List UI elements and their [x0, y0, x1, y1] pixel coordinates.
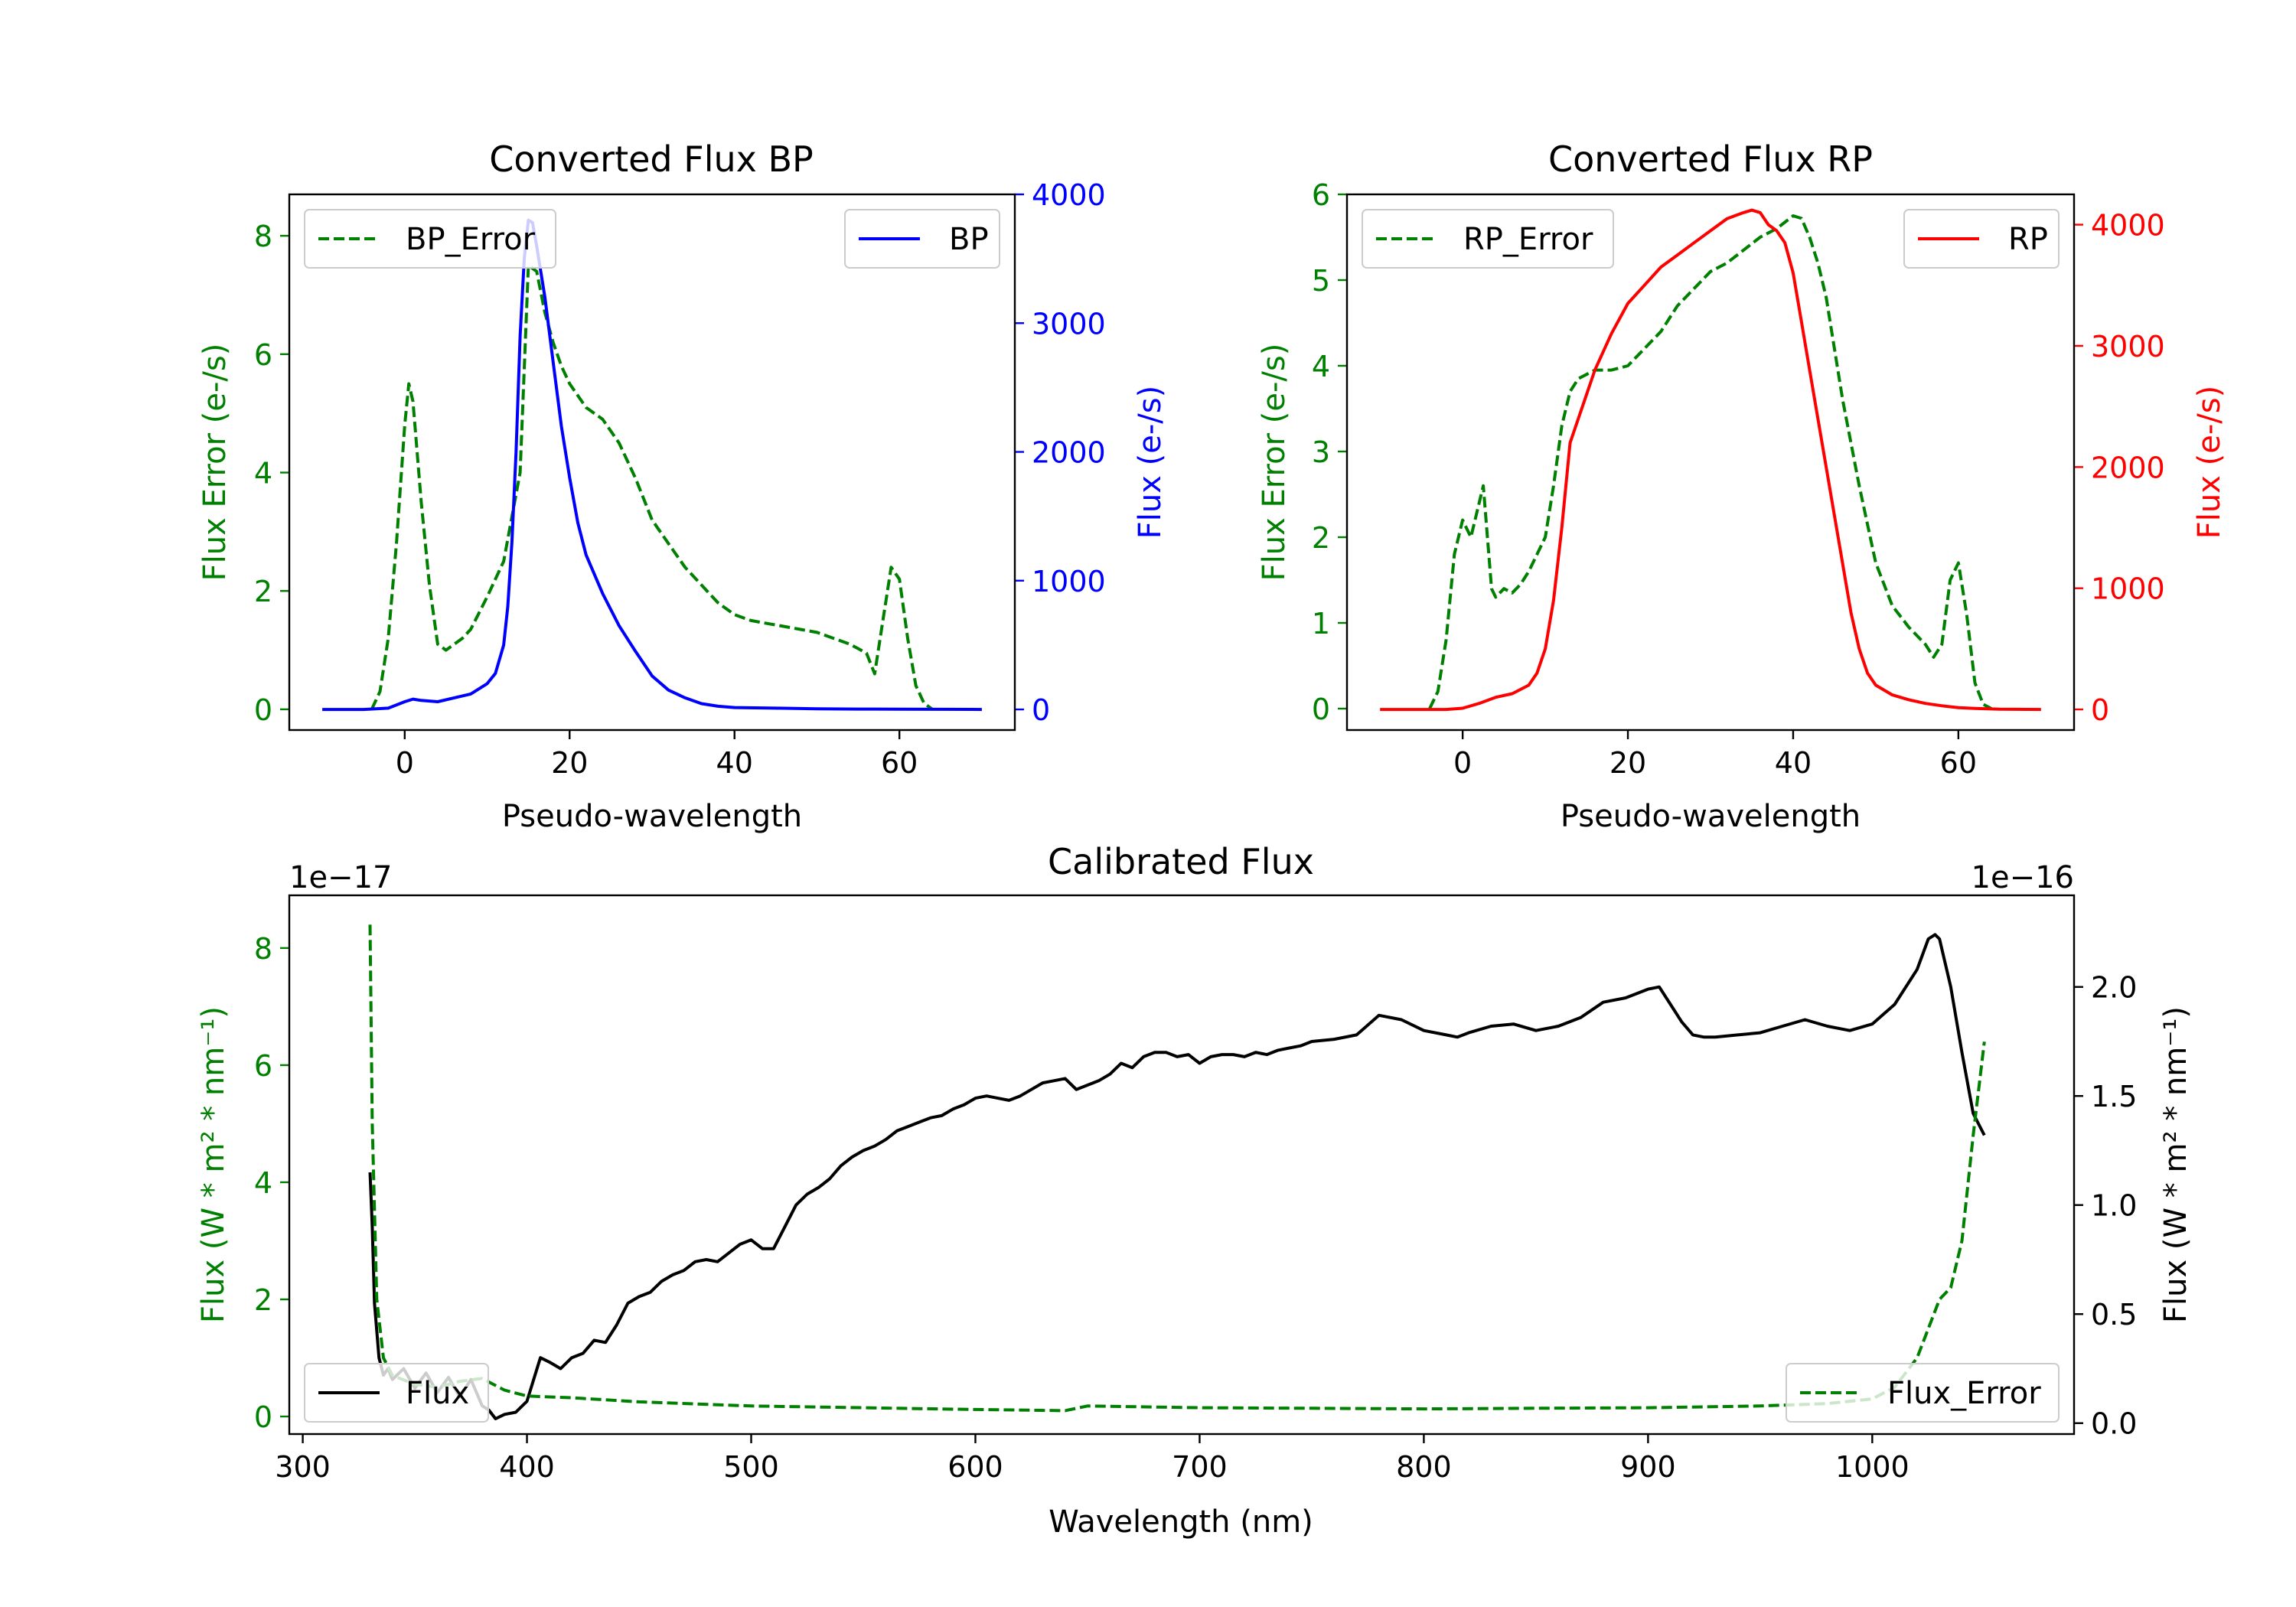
panel-calibrated-legend-left: Flux [304, 1363, 489, 1423]
legend-label-bp: BP [949, 222, 989, 257]
x-tick-label: 20 [1609, 746, 1646, 780]
series-line-rp-error [1428, 214, 1992, 710]
y-left-tick-label: 0 [254, 693, 272, 727]
y-left-tick-label: 6 [254, 338, 272, 372]
y-left-tick-label: 1 [1312, 607, 1330, 641]
legend-box [1362, 209, 1614, 269]
panel-bp-frame [288, 193, 1016, 732]
panel-calibrated-offset-left: 1e−17 [289, 860, 392, 895]
y-left-tick-label: 6 [254, 1049, 272, 1083]
y-right-tick-label: 4000 [2091, 209, 2165, 243]
panel-rp-frame [1345, 193, 2076, 732]
y-left-tick-label: 6 [1312, 178, 1330, 212]
y-right-tick-label: 3000 [2091, 330, 2165, 363]
panel-rp-legend-right: RP [1903, 209, 2060, 269]
panel-rp-ylabel-right: Flux (e-/s) [2192, 386, 2227, 539]
panel-bp-xlabel: Pseudo-wavelength [502, 799, 802, 834]
y-left-tick-label: 5 [1312, 264, 1330, 298]
y-left-tick-label: 8 [254, 220, 272, 253]
y-left-tick-label: 0 [1312, 693, 1330, 726]
x-tick-label: 800 [1396, 1450, 1452, 1484]
x-tick-label: 600 [947, 1450, 1003, 1484]
panel-calibrated: Calibrated Flux 1e−17 1e−16 300 400 500 600… [196, 841, 2193, 1540]
series-line-flux [368, 933, 1986, 1420]
y-right-tick-label: 1000 [2091, 572, 2165, 606]
x-tick-label: 0 [396, 746, 414, 780]
panel-rp-ylabel-left: Flux Error (e-/s) [1257, 344, 1292, 582]
y-right-tick-label: 4000 [1032, 178, 1106, 212]
series-line-bp [322, 218, 982, 712]
y-right-tick-label: 3000 [1032, 307, 1106, 341]
panel-bp-legend-left: BP_Error [304, 209, 556, 269]
x-tick-label: 20 [551, 746, 588, 780]
y-left-tick-label: 2 [254, 1283, 272, 1317]
legend-box [1903, 209, 2060, 269]
y-right-tick-label: 0.0 [2091, 1407, 2137, 1441]
y-right-tick-label: 0 [2091, 693, 2109, 727]
panel-rp-legend-left: RP_Error [1362, 209, 1614, 269]
y-right-tick-label: 1000 [1032, 565, 1106, 598]
panel-calibrated-ylabel-left: Flux (W * m² * nm⁻¹) [196, 1006, 231, 1323]
legend-label-rp: RP [2008, 222, 2048, 257]
y-right-tick-label: 2.0 [2091, 971, 2137, 1005]
panel-calibrated-xlabel: Wavelength (nm) [1049, 1504, 1313, 1540]
x-tick-label: 60 [1940, 746, 1977, 780]
legend-box [1786, 1363, 2060, 1423]
series-line-bp-error [370, 263, 934, 711]
x-tick-label: 900 [1620, 1450, 1676, 1484]
x-tick-label: 60 [881, 746, 918, 780]
y-left-tick-label: 4 [254, 1166, 272, 1200]
y-right-tick-label: 1.0 [2091, 1189, 2137, 1223]
panel-calibrated-ylabel-right: Flux (W * m² * nm⁻¹) [2158, 1006, 2193, 1323]
x-tick-label: 40 [1775, 746, 1812, 780]
x-tick-label: 500 [723, 1450, 779, 1484]
series-line-rp [1380, 208, 2041, 712]
panel-bp-title: Converted Flux BP [489, 139, 814, 180]
panel-rp: Converted Flux RP 0 20 40 60012345601000200… [1257, 139, 2227, 834]
y-right-tick-label: 0 [1032, 693, 1050, 727]
legend-label-rp-error: RP_Error [1463, 222, 1593, 257]
legend-label-bp-error: BP_Error [406, 222, 536, 257]
y-left-tick-label: 8 [254, 932, 272, 966]
y-left-tick-label: 2 [1312, 521, 1330, 555]
panel-rp-title: Converted Flux RP [1548, 139, 1873, 180]
y-right-tick-label: 2000 [1032, 436, 1106, 470]
panel-bp-ylabel-left: Flux Error (e-/s) [197, 344, 233, 582]
y-left-tick-label: 4 [1312, 350, 1330, 383]
panel-calibrated-frame [288, 894, 2076, 1436]
legend-label-flux-error: Flux_Error [1887, 1376, 2041, 1411]
y-right-tick-label: 1.5 [2091, 1080, 2137, 1113]
y-left-tick-label: 2 [254, 575, 272, 608]
panel-calibrated-offset-right: 1e−16 [1971, 860, 2074, 895]
x-tick-label: 300 [275, 1450, 331, 1484]
legend-box [844, 209, 1000, 269]
legend-box [304, 209, 556, 269]
panel-bp-ylabel-right: Flux (e-/s) [1133, 386, 1168, 539]
y-left-tick-label: 4 [254, 457, 272, 491]
panel-calibrated-title: Calibrated Flux [1048, 841, 1314, 882]
y-right-tick-label: 0.5 [2091, 1298, 2137, 1332]
x-tick-label: 0 [1453, 746, 1472, 780]
x-tick-label: 1000 [1835, 1450, 1910, 1484]
x-tick-label: 40 [716, 746, 753, 780]
x-tick-label: 400 [499, 1450, 555, 1484]
panel-calibrated-legend-right: Flux_Error [1786, 1363, 2060, 1423]
y-left-tick-label: 3 [1312, 435, 1330, 469]
x-tick-label: 700 [1172, 1450, 1228, 1484]
y-right-tick-label: 2000 [2091, 451, 2165, 484]
panel-bp: Converted Flux BP 0 20 40 60 0 2 4 6 8 0 1000 2000 3… [197, 139, 1168, 834]
panel-bp-legend-right: BP [844, 209, 1000, 269]
y-left-tick-label: 0 [254, 1400, 272, 1434]
legend-box [304, 1363, 489, 1423]
panel-rp-xlabel: Pseudo-wavelength [1561, 799, 1861, 834]
legend-label-flux: Flux [406, 1376, 469, 1411]
